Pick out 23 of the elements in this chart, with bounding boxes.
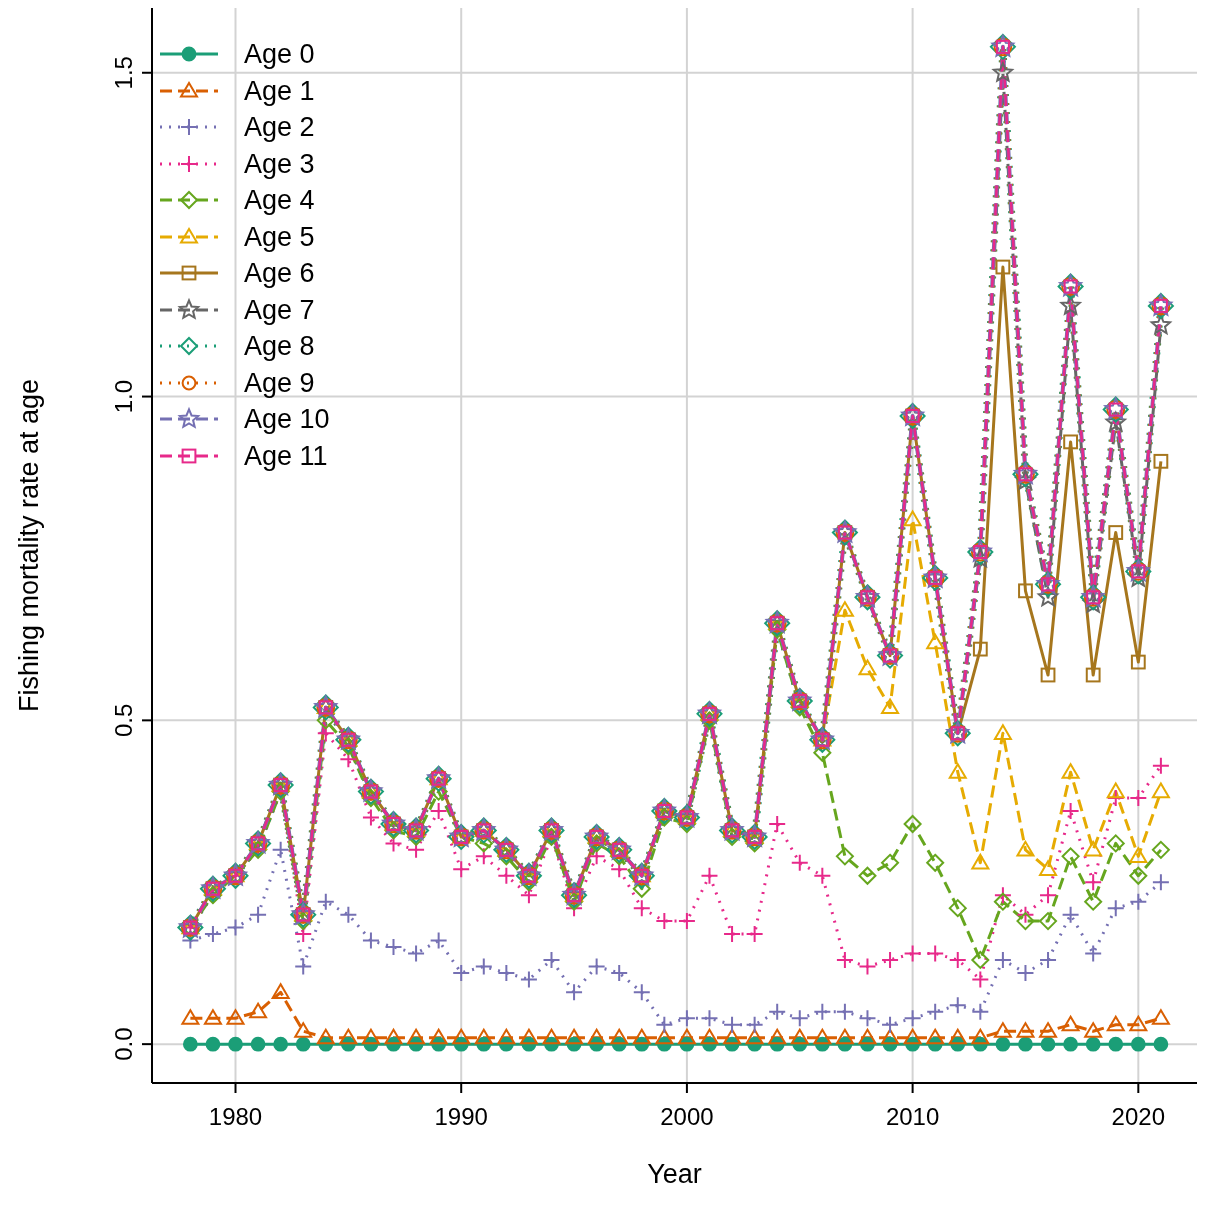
legend-label: Age 1 <box>244 74 315 108</box>
y-axis-title: Fishing mortality rate at age <box>13 378 44 713</box>
legend-label: Age 3 <box>244 147 315 181</box>
legend-label: Age 11 <box>244 439 328 473</box>
legend-label: Age 7 <box>244 293 315 327</box>
x-tick-label: 1990 <box>434 1103 488 1130</box>
y-tick-label: 0.5 <box>110 703 137 738</box>
y-tick-label: 0.0 <box>110 1027 137 1061</box>
x-tick-label: 1980 <box>208 1103 263 1130</box>
y-tick-label: 1.0 <box>110 379 137 414</box>
legend-label: Age 0 <box>244 38 315 71</box>
x-tick-label: 2020 <box>1111 1103 1166 1130</box>
legend-label: Age 4 <box>244 184 315 217</box>
y-tick-label: 1.5 <box>110 56 137 90</box>
legend-label: Age 2 <box>244 111 315 144</box>
legend-label: Age 6 <box>244 257 315 290</box>
legend-label: Age 9 <box>244 366 315 400</box>
legend-label: Age 8 <box>244 330 315 363</box>
x-tick-label: 2000 <box>660 1103 714 1130</box>
legend-label: Age 10 <box>244 403 330 436</box>
x-axis-title: Year <box>647 1159 702 1189</box>
x-tick-label: 2010 <box>885 1103 940 1130</box>
legend-label: Age 5 <box>244 220 315 254</box>
